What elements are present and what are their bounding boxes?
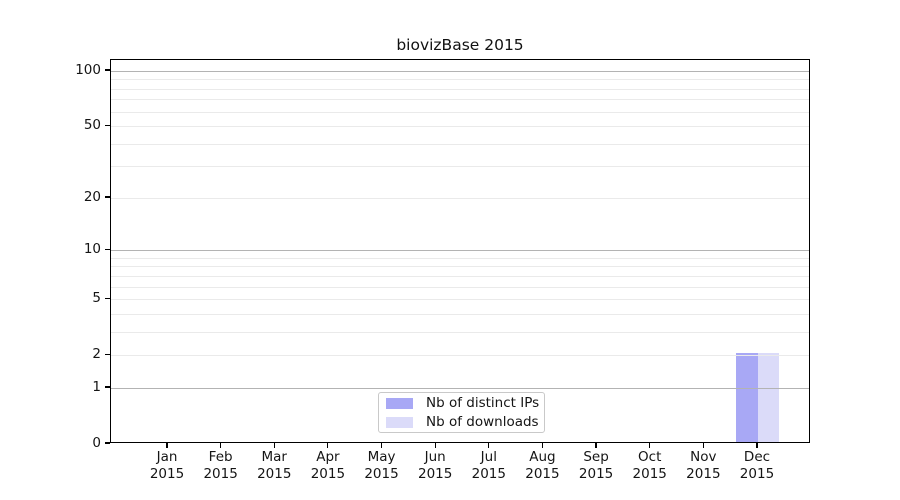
legend-item-distinct-ips: Nb of distinct IPs — [386, 395, 540, 411]
y-gridline-minor — [111, 313, 809, 315]
x-tick-mark — [273, 443, 275, 448]
y-gridline-minor — [111, 355, 809, 357]
x-tick-mark — [488, 443, 490, 448]
y-tick-label: 10 — [83, 241, 101, 258]
y-tick-mark — [104, 297, 110, 299]
y-gridline-minor — [111, 143, 809, 145]
x-tick-label: Apr 2015 — [310, 449, 346, 482]
y-tick-mark — [104, 386, 110, 388]
y-tick-label: 1 — [92, 378, 101, 395]
x-tick-mark — [380, 443, 383, 448]
x-tick-mark — [327, 443, 329, 448]
x-tick-label: Oct 2015 — [632, 449, 667, 482]
y-gridline-minor — [111, 126, 809, 128]
y-gridline-minor — [111, 331, 809, 333]
y-gridline-minor — [111, 79, 809, 81]
x-tick-mark — [166, 443, 168, 448]
y-gridline-minor — [111, 299, 809, 301]
y-gridline-major — [111, 71, 809, 72]
y-tick-label: 0 — [92, 435, 101, 451]
y-gridline-minor — [111, 166, 809, 168]
y-gridline-minor — [111, 286, 809, 288]
x-tick-mark — [220, 443, 222, 448]
x-tick-label: Jan 2015 — [149, 449, 185, 482]
legend-swatch-distinct-ips — [386, 397, 413, 409]
bar-distinct-ips — [736, 353, 758, 442]
legend: Nb of distinct IPs Nb of downloads — [378, 392, 545, 433]
legend-item-downloads: Nb of downloads — [386, 414, 539, 430]
x-tick-label: Aug 2015 — [525, 449, 560, 482]
y-tick-label: 100 — [75, 62, 101, 78]
x-tick-mark — [595, 443, 597, 448]
x-tick-label: Nov 2015 — [686, 449, 721, 482]
x-tick-label: Dec 2015 — [739, 449, 775, 482]
legend-swatch-downloads — [386, 416, 413, 428]
x-tick-label: May 2015 — [364, 449, 399, 482]
y-tick-label: 5 — [92, 290, 101, 307]
x-tick-mark — [541, 443, 544, 448]
legend-label-downloads: Nb of downloads — [426, 414, 539, 430]
y-gridline-minor — [111, 257, 809, 259]
y-tick-label: 20 — [83, 188, 101, 205]
x-tick-label: Sep 2015 — [578, 449, 614, 482]
y-tick-mark — [104, 124, 110, 126]
x-tick-mark — [756, 443, 758, 448]
y-gridline-minor — [111, 197, 809, 199]
y-gridline-minor — [111, 275, 809, 277]
x-tick-label: Jul 2015 — [471, 449, 506, 482]
y-tick-mark — [104, 69, 110, 71]
x-tick-mark — [649, 443, 651, 448]
y-gridline-major — [111, 387, 809, 389]
y-tick-mark — [104, 442, 110, 444]
x-tick-mark — [702, 443, 704, 448]
bar-downloads — [757, 353, 780, 442]
y-gridline-major — [111, 250, 809, 252]
y-tick-mark — [104, 196, 110, 198]
y-gridline-minor — [111, 99, 809, 101]
y-gridline-minor — [111, 111, 809, 113]
plot-area — [110, 59, 810, 443]
x-tick-label: Mar 2015 — [257, 449, 292, 482]
y-gridline-minor — [111, 88, 809, 90]
chart-title: biovizBase 2015 — [396, 36, 524, 54]
x-tick-label: Jun 2015 — [417, 449, 453, 482]
y-tick-mark — [104, 353, 110, 355]
y-tick-label: 2 — [92, 346, 101, 363]
x-tick-label: Feb 2015 — [203, 449, 238, 482]
legend-label-distinct-ips: Nb of distinct IPs — [426, 395, 540, 411]
x-tick-mark — [434, 443, 436, 448]
y-tick-mark — [104, 248, 110, 250]
y-gridline-minor — [111, 266, 809, 268]
y-tick-label: 50 — [83, 117, 101, 134]
